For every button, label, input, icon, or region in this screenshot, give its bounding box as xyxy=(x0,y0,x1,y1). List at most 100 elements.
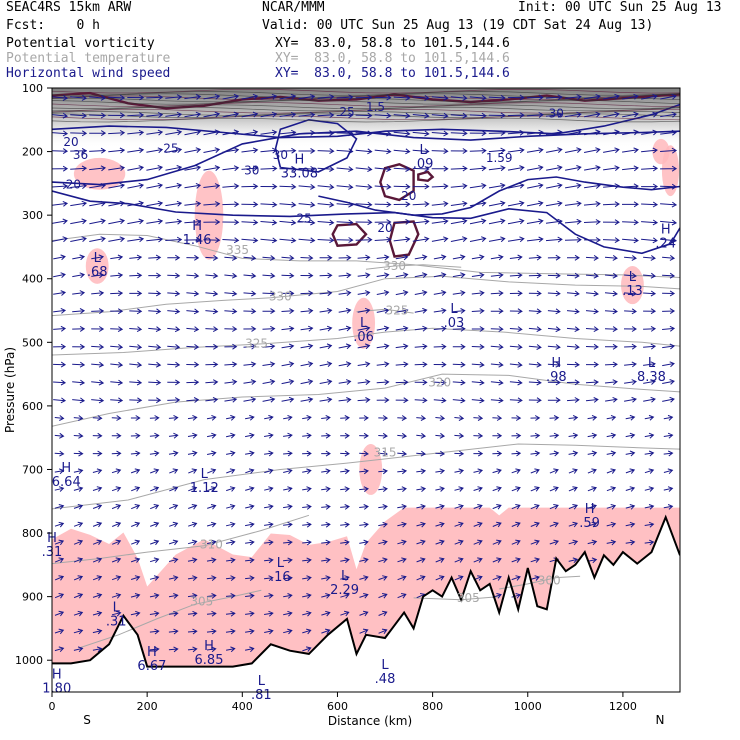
wind-arrow-315 xyxy=(395,254,409,261)
wind-arrow-169 xyxy=(127,182,145,189)
wind-arrow-909 xyxy=(511,575,521,581)
wind-arrow-698 xyxy=(150,468,160,474)
theta-contour-300-10 xyxy=(499,575,581,590)
wind-arrow-442 xyxy=(300,325,314,332)
wind-arrow-323 xyxy=(547,254,561,261)
wind-arrow-704 xyxy=(264,468,274,475)
wind-arrow-724 xyxy=(644,468,655,474)
hl-value-14: 2.29 xyxy=(330,583,359,598)
wind-arrow-76 xyxy=(241,129,259,136)
wind-arrow-611 xyxy=(378,415,389,421)
hl-value-9: .24 xyxy=(655,236,676,251)
wind-arrow-493 xyxy=(643,343,657,350)
wind-arrow-789 xyxy=(625,504,636,510)
wind-arrow-40 xyxy=(184,111,202,118)
wind-arrow-109 xyxy=(241,147,259,154)
model-name: SEAC4RS 15km ARW xyxy=(6,0,132,15)
contour-label-2: 20 xyxy=(66,178,81,192)
wind-arrow-798 xyxy=(169,521,179,528)
wind-arrow-117 xyxy=(393,148,411,155)
wind-arrow-891 xyxy=(168,575,179,581)
wind-arrow-166 xyxy=(70,183,88,189)
wind-arrow-44 xyxy=(260,111,278,118)
wind-arrow-864 xyxy=(206,557,217,564)
wind-arrow-552 xyxy=(509,379,523,386)
wind-arrow-30 xyxy=(622,93,639,100)
wind-arrow-501 xyxy=(167,361,181,368)
wind-arrow-861 xyxy=(149,557,160,564)
wind-arrow-814 xyxy=(473,521,483,528)
upper-contour-10 xyxy=(52,111,680,116)
wind-arrow-604 xyxy=(245,414,255,421)
wind-arrow-339 xyxy=(224,272,238,279)
wind-arrow-49 xyxy=(355,112,373,119)
wind-arrow-317 xyxy=(433,254,447,261)
wind-arrow-106 xyxy=(184,147,202,153)
wind-arrow-336 xyxy=(167,272,181,279)
wind-arrow-792 xyxy=(54,521,65,528)
wind-arrow-277 xyxy=(298,237,316,244)
wind-arrow-761 xyxy=(92,504,103,510)
wind-arrow-31 xyxy=(641,93,658,100)
wind-arrow-207 xyxy=(222,201,240,208)
wind-arrow-627 xyxy=(54,432,65,439)
wind-arrow-143 xyxy=(260,165,278,172)
wind-arrow-634 xyxy=(187,432,198,439)
wind-arrow-625 xyxy=(644,414,655,421)
wind-arrow-4 xyxy=(127,94,145,101)
wind-arrow-695 xyxy=(92,468,103,475)
wind-arrow-843 xyxy=(416,539,426,546)
wind-arrow-647 xyxy=(435,432,446,439)
wind-arrow-747 xyxy=(454,486,464,492)
wind-arrow-723 xyxy=(625,468,636,474)
wind-arrow-657 xyxy=(625,432,636,439)
contour-label-9: 20 xyxy=(401,189,416,203)
wind-arrow-256 xyxy=(526,218,544,225)
wind-arrow-398 xyxy=(91,308,105,315)
wind-arrow-320 xyxy=(490,254,504,261)
wind-arrow-41 xyxy=(203,111,221,118)
wind-arrow-27 xyxy=(564,94,582,100)
wind-arrow-139 xyxy=(184,165,202,171)
wind-arrow-240 xyxy=(222,219,240,226)
wind-arrow-524 xyxy=(604,361,618,368)
wind-arrow-894 xyxy=(225,575,236,581)
wind-arrow-680 xyxy=(435,450,446,457)
wind-arrow-459 xyxy=(623,326,637,332)
wind-arrow-579 xyxy=(395,397,409,404)
wind-arrow-366 xyxy=(110,290,124,297)
init-time: Init: 00 UTC Sun 25 Aug 13 xyxy=(518,0,722,15)
wind-arrow-863 xyxy=(187,557,198,564)
wind-arrow-709 xyxy=(359,468,369,475)
wind-arrow-157 xyxy=(526,165,544,171)
wind-arrow-341 xyxy=(262,272,276,279)
wind-arrow-793 xyxy=(73,521,84,528)
y-tick-label-1000: 1000 xyxy=(15,654,43,667)
wind-arrow-74 xyxy=(203,129,221,136)
wind-arrow-780 xyxy=(454,504,464,510)
wind-arrow-847 xyxy=(492,539,502,545)
wind-arrow-565 xyxy=(129,397,143,404)
field-theta-xy: XY= 83.0, 58.8 to 101.5,144.6 xyxy=(275,51,510,66)
wind-arrow-715 xyxy=(473,468,484,475)
wind-arrow-869 xyxy=(302,557,312,564)
wind-arrow-928 xyxy=(378,593,388,599)
wind-arrow-83 xyxy=(374,130,392,137)
wind-arrow-124 xyxy=(526,147,544,154)
wind-arrow-720 xyxy=(568,468,578,474)
wind-arrow-67 xyxy=(70,130,88,137)
wind-arrow-333 xyxy=(110,272,124,279)
wind-arrow-782 xyxy=(492,504,502,510)
wind-arrow-383 xyxy=(433,290,447,296)
wind-arrow-355 xyxy=(528,272,542,279)
theta-contour-330-2 xyxy=(365,264,462,270)
wind-arrow-740 xyxy=(321,486,331,492)
wind-arrow-232 xyxy=(70,218,87,225)
wind-arrow-454 xyxy=(528,326,542,333)
wind-arrow-828 xyxy=(131,539,141,546)
wind-arrow-35 xyxy=(89,112,107,119)
hl-value-6: .98 xyxy=(546,370,567,385)
hl-marker-9: H xyxy=(661,222,671,237)
wind-arrow-221 xyxy=(488,200,506,207)
wind-arrow-480 xyxy=(395,343,409,350)
